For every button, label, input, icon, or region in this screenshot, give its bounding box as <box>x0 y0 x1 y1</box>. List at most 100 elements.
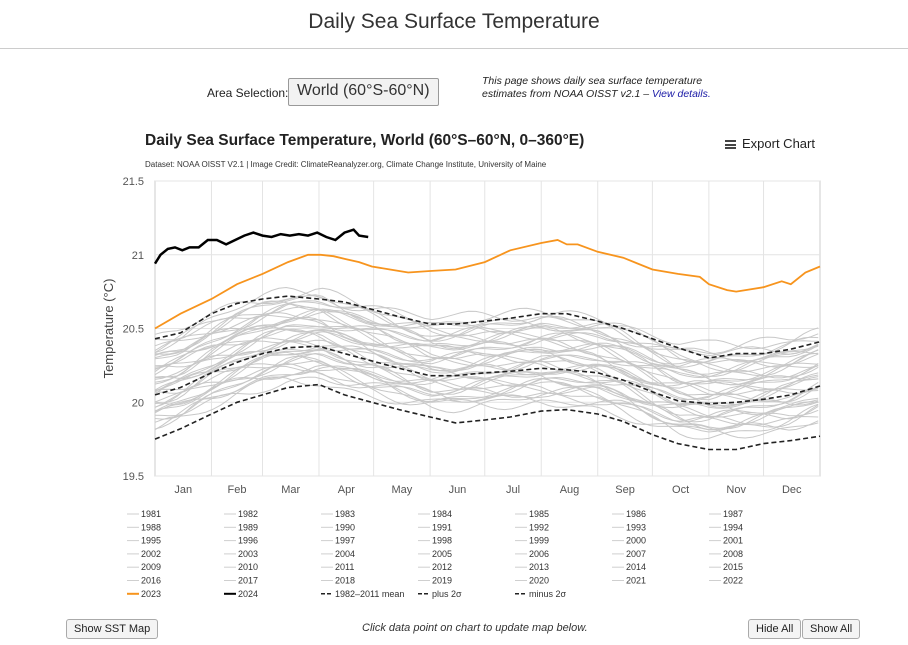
view-details-link[interactable]: View details. <box>652 87 711 100</box>
legend-item[interactable]: 2019 <box>418 576 452 586</box>
series-line-2008[interactable] <box>154 324 819 386</box>
legend-label: 1983 <box>335 509 355 519</box>
legend-item[interactable]: 2018 <box>321 576 355 586</box>
legend-item[interactable]: 2011 <box>321 562 354 572</box>
series-line-minus-2-[interactable] <box>154 383 821 451</box>
series-line-2009[interactable] <box>154 308 819 385</box>
series-line-2001[interactable] <box>154 330 819 401</box>
series-line-2024[interactable] <box>153 228 369 265</box>
series-line-1982[interactable] <box>154 376 819 439</box>
legend-item[interactable]: 1982–2011 mean <box>321 589 404 599</box>
legend-item[interactable]: 2016 <box>127 576 161 586</box>
x-tick-label: Jul <box>506 484 520 496</box>
show-all-button[interactable]: Show All <box>802 619 861 639</box>
legend-item[interactable]: 1995 <box>127 536 161 546</box>
legend-item[interactable]: 1981 <box>127 509 161 519</box>
series-line-1987[interactable] <box>154 355 819 430</box>
info-text: This page shows daily sea surface temper… <box>482 75 742 100</box>
series-line-1982-2011-mean[interactable] <box>154 345 821 405</box>
legend-item[interactable]: 1990 <box>321 522 355 532</box>
legend-label: 2005 <box>432 549 452 559</box>
legend-item[interactable]: 1997 <box>321 536 355 546</box>
legend-label: 2018 <box>335 576 355 586</box>
legend-item[interactable]: 2024 <box>224 589 258 599</box>
legend-item[interactable]: 2003 <box>224 549 258 559</box>
series-line-2020[interactable] <box>154 287 819 363</box>
legend-item[interactable]: 1993 <box>612 522 646 532</box>
legend-item[interactable]: 2017 <box>224 576 258 586</box>
series-line-2016[interactable] <box>154 301 819 373</box>
series-line-2022[interactable] <box>154 295 819 350</box>
legend-item[interactable]: 2021 <box>612 576 646 586</box>
legend-item[interactable]: 1999 <box>515 536 549 546</box>
legend-label: 2007 <box>626 549 646 559</box>
export-chart-button[interactable]: Export Chart <box>725 136 815 151</box>
series-line-2021[interactable] <box>154 286 819 355</box>
area-selection-dropdown[interactable]: World (60°S-60°N) <box>288 78 439 106</box>
series-line-2023[interactable] <box>154 239 821 330</box>
legend-item[interactable]: 1984 <box>418 509 452 519</box>
legend-label: 1990 <box>335 522 355 532</box>
legend-item[interactable]: 2015 <box>709 562 743 572</box>
legend-item[interactable]: 2013 <box>515 562 549 572</box>
legend-item[interactable]: 2023 <box>127 589 161 599</box>
legend-label: 1982 <box>238 509 258 519</box>
legend-item[interactable]: 1996 <box>224 536 258 546</box>
x-tick-label: Aug <box>560 484 580 496</box>
legend-item[interactable]: 2005 <box>418 549 452 559</box>
legend-item[interactable]: 2004 <box>321 549 355 559</box>
legend-item[interactable]: 1988 <box>127 522 161 532</box>
series-line-1986[interactable] <box>154 365 819 431</box>
info-description: This page shows daily sea surface temper… <box>482 75 703 100</box>
legend-item[interactable]: 1992 <box>515 522 549 532</box>
y-axis-label: Temperature (°C) <box>101 279 116 379</box>
series-line-2002[interactable] <box>154 328 819 401</box>
legend-item[interactable]: 2000 <box>612 536 646 546</box>
series-line-2012[interactable] <box>154 308 819 377</box>
legend-item[interactable]: 1989 <box>224 522 258 532</box>
legend-item[interactable]: 1983 <box>321 509 355 519</box>
series-line-1994[interactable] <box>154 345 819 419</box>
series-line-1997[interactable] <box>154 345 819 408</box>
series-line-2004[interactable] <box>154 331 819 392</box>
legend-item[interactable]: 2022 <box>709 576 743 586</box>
legend-item[interactable]: 2007 <box>612 549 646 559</box>
legend-label: 2010 <box>238 562 258 572</box>
legend-item[interactable]: 2014 <box>612 562 646 572</box>
legend-item[interactable]: 2008 <box>709 549 743 559</box>
x-tick-label: Apr <box>338 484 355 496</box>
series-line-2013[interactable] <box>154 303 819 377</box>
legend-item[interactable]: 1994 <box>709 522 743 532</box>
series-line-1981[interactable] <box>154 376 819 433</box>
legend-label: 2006 <box>529 549 549 559</box>
hide-all-button[interactable]: Hide All <box>748 619 802 639</box>
legend-label: 2009 <box>141 562 161 572</box>
legend-item[interactable]: plus 2σ <box>418 589 462 599</box>
legend-item[interactable]: 2006 <box>515 549 549 559</box>
series-line-2014[interactable] <box>154 306 819 367</box>
legend-item[interactable]: 1985 <box>515 509 549 519</box>
legend-item[interactable]: 1987 <box>709 509 743 519</box>
series-line-1985[interactable] <box>154 371 819 426</box>
series-line-2018[interactable] <box>154 300 819 357</box>
legend-item[interactable]: 1986 <box>612 509 646 519</box>
legend-item[interactable]: 1991 <box>418 522 452 532</box>
series-line-plus-2-[interactable] <box>154 295 821 359</box>
legend-item[interactable]: 2001 <box>709 536 743 546</box>
y-tick-label: 19.5 <box>123 471 144 483</box>
x-tick-label: Dec <box>782 484 802 496</box>
legend-item[interactable]: 2020 <box>515 576 549 586</box>
series-line-2019[interactable] <box>154 300 819 363</box>
legend-item[interactable]: 1982 <box>224 509 258 519</box>
legend-item[interactable]: 2002 <box>127 549 161 559</box>
legend-item[interactable]: 2012 <box>418 562 452 572</box>
legend-item[interactable]: 2010 <box>224 562 258 572</box>
series-line-1996[interactable] <box>154 349 819 403</box>
legend-label: 2022 <box>723 576 743 586</box>
series-line-1999[interactable] <box>154 337 819 401</box>
legend-item[interactable]: minus 2σ <box>515 589 567 599</box>
legend-item[interactable]: 1998 <box>418 536 452 546</box>
show-sst-map-button[interactable]: Show SST Map <box>66 619 159 639</box>
legend-item[interactable]: 2009 <box>127 562 161 572</box>
